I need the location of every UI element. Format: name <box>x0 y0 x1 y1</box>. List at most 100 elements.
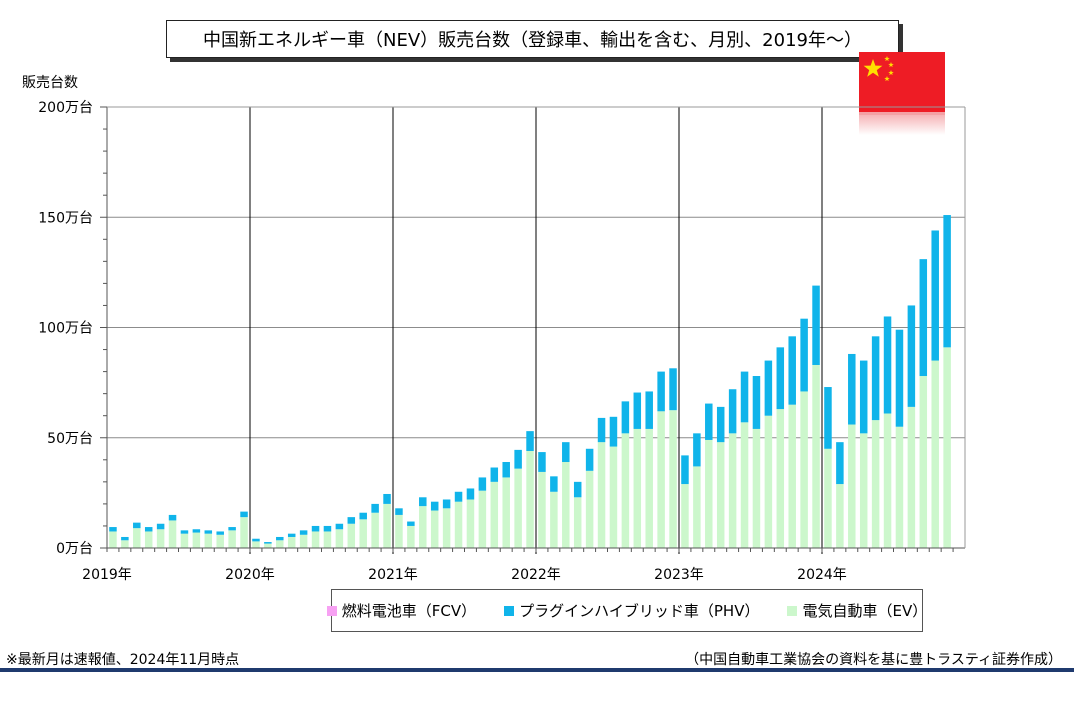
bar-ev <box>216 534 224 548</box>
bar-ev <box>252 541 260 548</box>
bar-ev <box>490 481 499 548</box>
bottom-divider <box>0 668 1074 672</box>
bar-phv <box>514 449 522 469</box>
bar-ev <box>883 413 892 548</box>
bar-phv <box>264 542 272 544</box>
bar-ev <box>585 470 594 548</box>
bar-phv <box>454 491 463 502</box>
chart-title: 中国新エネルギー車（NEV）販売台数（登録車、輸出を含む、月別、2019年～） <box>166 20 899 58</box>
bar-phv <box>716 406 725 443</box>
bar-phv <box>526 431 534 451</box>
bar-ev <box>144 531 153 548</box>
bar-phv <box>752 376 761 429</box>
bar-phv <box>740 371 749 423</box>
bar-phv <box>168 514 177 521</box>
bar-phv <box>895 329 904 427</box>
footnote-left: ※最新月は速報値、2024年11月時点 <box>6 652 240 668</box>
bar-ev <box>180 533 189 548</box>
bar-ev <box>728 433 737 548</box>
china-flag-icon <box>859 52 945 112</box>
bar-ev <box>693 466 701 548</box>
bar-ev <box>645 428 653 548</box>
bar-phv <box>800 318 808 392</box>
bar-ev <box>395 514 403 548</box>
bar-ev <box>383 503 391 548</box>
legend-swatch-ev <box>787 605 798 616</box>
bar-phv <box>442 499 451 509</box>
bar-ev <box>168 520 177 548</box>
bar-ev <box>264 543 272 548</box>
bar-phv <box>919 259 928 377</box>
bar-phv <box>859 360 868 434</box>
bar-ev <box>633 428 642 548</box>
bar-phv <box>788 336 796 405</box>
bar-phv <box>133 522 141 529</box>
bar-phv <box>848 353 856 425</box>
grid-lines <box>107 107 965 554</box>
bar-phv <box>430 501 439 511</box>
bar-phv <box>371 503 379 513</box>
y-tick-label: 100万台 <box>38 321 93 337</box>
legend-item-fcv: 燃料電池車（FCV） <box>326 600 477 621</box>
bar-phv <box>883 316 892 414</box>
bar-phv <box>347 517 356 524</box>
bar-ev <box>335 529 344 548</box>
y-tick-label: 50万台 <box>47 431 93 447</box>
bar-ev <box>478 490 487 548</box>
bar-ev <box>609 446 618 548</box>
bar-phv <box>180 530 189 534</box>
bar-ev <box>407 525 415 548</box>
bar-ev <box>133 528 141 548</box>
bar-ev <box>740 422 749 548</box>
legend-label-fcv: 燃料電池車（FCV） <box>341 602 477 620</box>
bar-ev <box>359 519 367 548</box>
y-tick-label: 200万台 <box>38 100 93 116</box>
bar-phv <box>669 368 677 411</box>
bar-phv <box>395 508 403 515</box>
legend-swatch-phv <box>504 605 515 616</box>
bar-phv <box>407 521 415 526</box>
bar-phv <box>192 529 201 533</box>
bar-ev <box>311 531 320 548</box>
bar-phv <box>931 230 939 361</box>
legend-item-ev: 電気自動車（EV） <box>787 600 927 621</box>
bar-ev <box>573 497 582 548</box>
bar-phv <box>776 347 785 410</box>
bar-ev <box>788 404 796 548</box>
legend-label-phv: プラグインハイブリッド車（PHV） <box>519 602 760 620</box>
bar-phv <box>478 477 487 491</box>
bar-ev <box>466 499 475 548</box>
bar-phv <box>550 476 558 492</box>
bar-ev <box>287 536 296 548</box>
bar-phv <box>836 442 844 485</box>
bar-ev <box>824 448 832 548</box>
bar-phv <box>383 493 391 504</box>
bar-phv <box>562 442 570 463</box>
bar-ev <box>430 510 439 548</box>
bar-phv <box>621 401 630 434</box>
bar-ev <box>669 410 677 548</box>
legend-item-phv: プラグインハイブリッド車（PHV） <box>504 600 759 621</box>
x-tick-label: 2024年 <box>797 567 847 583</box>
bar-ev <box>931 360 939 548</box>
bar-phv <box>287 533 296 537</box>
bar-ev <box>550 491 558 548</box>
bar-ev <box>228 530 236 548</box>
legend-swatch-fcv <box>326 605 337 616</box>
x-tick-label: 2020年 <box>225 567 275 583</box>
bar-ev <box>419 506 427 548</box>
bar-phv <box>573 481 582 498</box>
bar-phv <box>323 525 332 532</box>
bar-phv <box>585 448 594 471</box>
bar-ev <box>597 442 606 548</box>
bar-phv <box>693 433 701 467</box>
x-tick-label: 2021年 <box>368 567 418 583</box>
bar-ev <box>895 426 904 548</box>
bar-ev <box>526 450 534 548</box>
bar-ev <box>800 391 808 548</box>
bar-phv <box>299 530 308 535</box>
tick-labels: 0万台 50万台 100万台 150万台 200万台 2019年 2020年 2021年 202… <box>38 100 847 583</box>
bar-ev <box>442 508 451 548</box>
bar-ev <box>919 376 928 548</box>
